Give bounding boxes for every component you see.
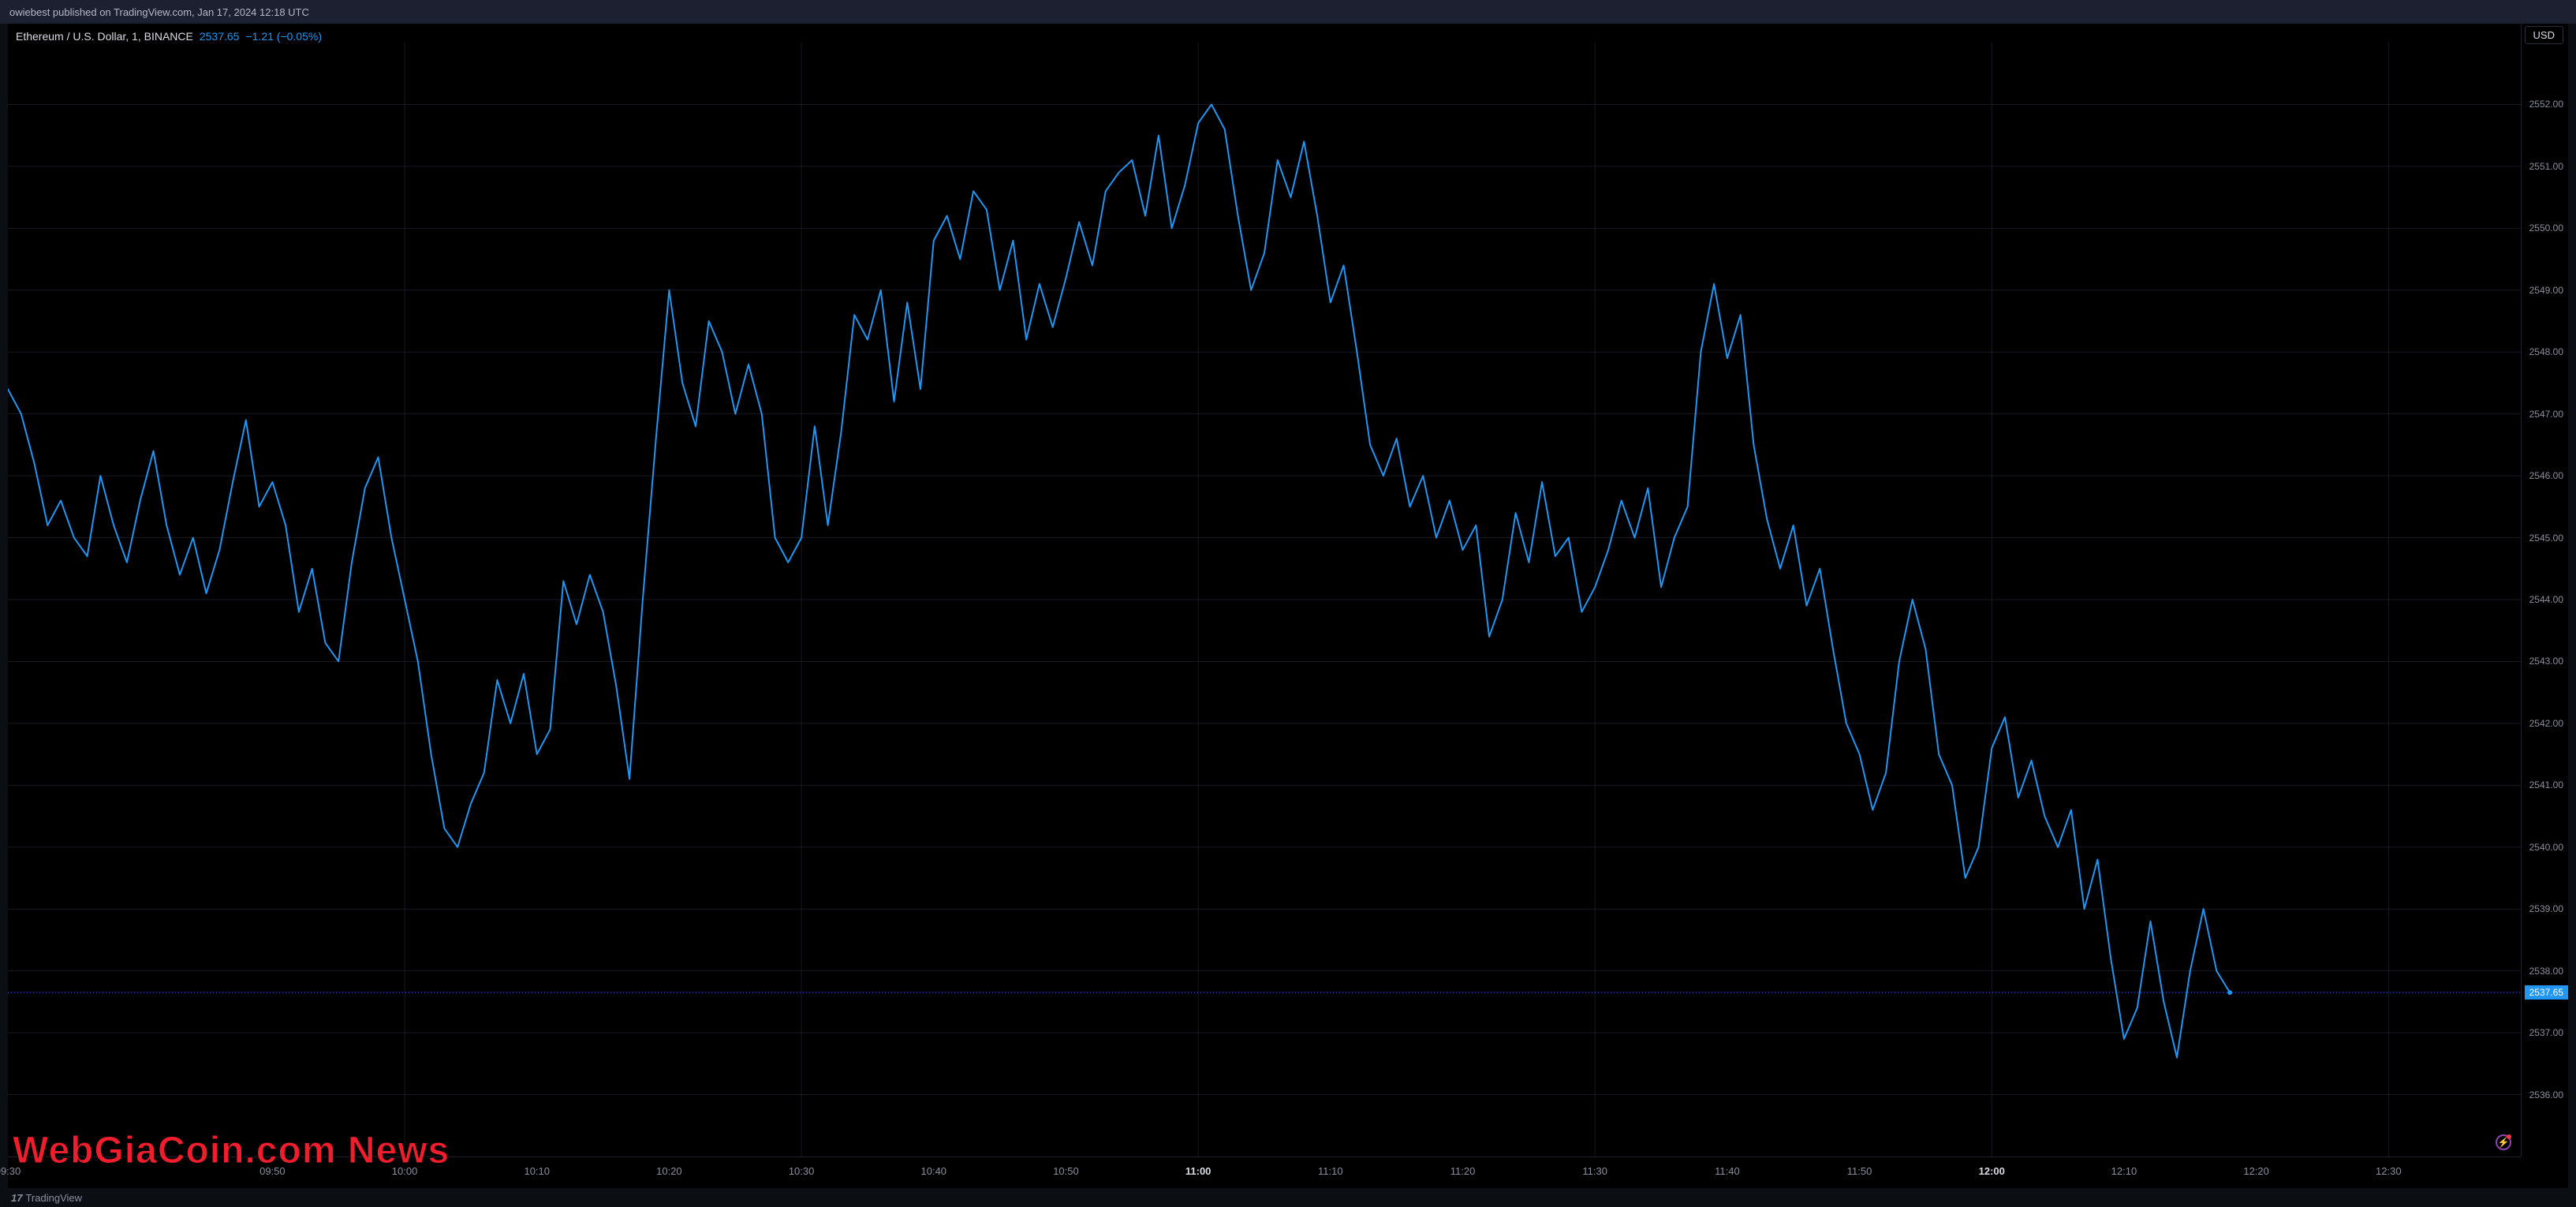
- xaxis-tick-label: 11:20: [1450, 1165, 1476, 1177]
- yaxis-tick-label: 2541.00: [2529, 779, 2563, 790]
- xaxis-tick-label: 12:00: [1979, 1165, 2005, 1177]
- yaxis-tick-label: 2549.00: [2529, 285, 2563, 296]
- price-chart-svg: [8, 43, 2521, 1157]
- xaxis-tick-label: 11:40: [1715, 1165, 1740, 1177]
- yaxis-tick-label: 2543.00: [2529, 656, 2563, 667]
- last-price: 2537.65: [200, 30, 240, 43]
- publish-text: owiebest published on TradingView.com, J…: [9, 6, 309, 18]
- xaxis-tick-label: 10:50: [1053, 1165, 1079, 1177]
- xaxis-tick-label: 11:30: [1582, 1165, 1607, 1177]
- time-axis[interactable]: 09:3009:5010:0010:1010:2010:3010:4010:50…: [8, 1157, 2521, 1188]
- plot-region[interactable]: [8, 43, 2521, 1157]
- lightning-icon[interactable]: ⚡: [2496, 1134, 2511, 1150]
- yaxis-tick-label: 2538.00: [2529, 966, 2563, 977]
- yaxis-tick-label: 2545.00: [2529, 532, 2563, 544]
- xaxis-tick-label: 10:10: [524, 1165, 550, 1177]
- current-price-marker: 2537.65: [2525, 985, 2568, 1000]
- symbol-legend[interactable]: Ethereum / U.S. Dollar, 1, BINANCE 2537.…: [16, 30, 322, 43]
- tradingview-label: TradingView: [25, 1192, 82, 1204]
- yaxis-tick-label: 2551.00: [2529, 161, 2563, 172]
- xaxis-tick-label: 12:10: [2111, 1165, 2137, 1177]
- last-point-dot: [2227, 990, 2232, 995]
- xaxis-tick-label: 11:00: [1185, 1165, 1211, 1177]
- yaxis-tick-label: 2540.00: [2529, 842, 2563, 853]
- chart-container: owiebest published on TradingView.com, J…: [0, 0, 2576, 1207]
- xaxis-tick-label: 11:10: [1318, 1165, 1343, 1177]
- yaxis-tick-label: 2542.00: [2529, 718, 2563, 729]
- xaxis-tick-label: 10:30: [789, 1165, 815, 1177]
- xaxis-tick-label: 12:30: [2376, 1165, 2402, 1177]
- yaxis-tick-label: 2537.00: [2529, 1027, 2563, 1038]
- yaxis-tick-label: 2536.00: [2529, 1089, 2563, 1100]
- yaxis-tick-label: 2550.00: [2529, 222, 2563, 234]
- tradingview-logo-icon: 17: [11, 1192, 22, 1204]
- price-change: −1.21 (−0.05%): [245, 30, 322, 43]
- tradingview-attribution[interactable]: 17 TradingView: [11, 1192, 82, 1204]
- symbol-name: Ethereum / U.S. Dollar, 1, BINANCE: [16, 30, 193, 43]
- price-axis[interactable]: USD 2536.00 2537.00 2538.00 2539.00 2540.00 2…: [2521, 24, 2568, 1157]
- yaxis-tick-label: 2547.00: [2529, 409, 2563, 420]
- xaxis-tick-label: 09:50: [259, 1165, 286, 1177]
- yaxis-tick-label: 2548.00: [2529, 346, 2563, 357]
- xaxis-tick-label: 09:30: [0, 1165, 21, 1177]
- xaxis-tick-label: 12:20: [2243, 1165, 2269, 1177]
- publish-header: owiebest published on TradingView.com, J…: [0, 0, 2576, 24]
- xaxis-tick-label: 10:00: [392, 1165, 418, 1177]
- xaxis-tick-label: 10:20: [656, 1165, 682, 1177]
- yaxis-tick-label: 2539.00: [2529, 903, 2563, 914]
- chart-area[interactable]: Ethereum / U.S. Dollar, 1, BINANCE 2537.…: [8, 24, 2568, 1188]
- yaxis-tick-label: 2552.00: [2529, 99, 2563, 110]
- yaxis-tick-label: 2544.00: [2529, 594, 2563, 605]
- yaxis-tick-label: 2546.00: [2529, 470, 2563, 481]
- xaxis-tick-label: 10:40: [921, 1165, 947, 1177]
- currency-selector[interactable]: USD: [2525, 26, 2563, 44]
- price-series-line: [8, 104, 2230, 1057]
- xaxis-tick-label: 11:50: [1847, 1165, 1872, 1177]
